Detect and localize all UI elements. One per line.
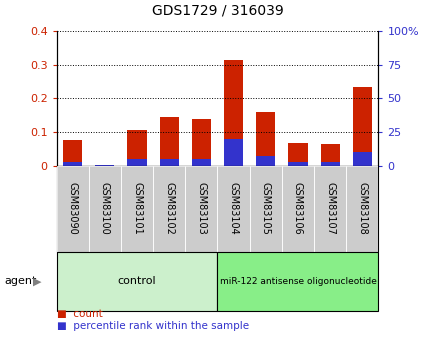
Text: miR-122 antisense oligonucleotide: miR-122 antisense oligonucleotide [219, 277, 375, 286]
Bar [95, 165, 114, 166]
FancyBboxPatch shape [345, 166, 378, 252]
FancyBboxPatch shape [89, 166, 121, 252]
Text: ■  percentile rank within the sample: ■ percentile rank within the sample [56, 321, 248, 331]
FancyBboxPatch shape [185, 166, 217, 252]
Bar [127, 159, 146, 166]
Text: GSM83100: GSM83100 [100, 183, 109, 235]
Text: GDS1729 / 316039: GDS1729 / 316039 [151, 3, 283, 17]
FancyBboxPatch shape [56, 166, 89, 252]
Text: ▶: ▶ [33, 276, 41, 286]
Text: GSM83104: GSM83104 [228, 183, 238, 235]
Text: control: control [118, 276, 156, 286]
Bar [159, 159, 178, 166]
Bar [191, 159, 210, 166]
Text: GSM83106: GSM83106 [293, 183, 302, 235]
FancyBboxPatch shape [217, 252, 378, 310]
Text: GSM83107: GSM83107 [325, 182, 334, 235]
Bar [320, 162, 339, 166]
Text: ■  count: ■ count [56, 309, 102, 319]
Bar [63, 140, 82, 166]
FancyBboxPatch shape [313, 166, 345, 252]
Text: GSM83101: GSM83101 [132, 183, 141, 235]
FancyBboxPatch shape [249, 166, 281, 252]
Text: GSM83105: GSM83105 [260, 182, 270, 235]
Bar [352, 152, 371, 166]
Bar [320, 145, 339, 166]
Bar [127, 130, 146, 166]
Bar [63, 162, 82, 166]
FancyBboxPatch shape [121, 166, 153, 252]
Bar [224, 139, 243, 166]
Bar [352, 87, 371, 166]
FancyBboxPatch shape [153, 166, 185, 252]
Text: GSM83102: GSM83102 [164, 182, 174, 235]
Text: GSM83090: GSM83090 [68, 183, 77, 235]
FancyBboxPatch shape [56, 252, 217, 310]
Text: GSM83108: GSM83108 [357, 183, 366, 235]
Bar [256, 156, 275, 166]
Bar [159, 118, 178, 166]
Bar [288, 162, 307, 166]
Bar [288, 143, 307, 166]
Bar [191, 119, 210, 166]
Bar [256, 112, 275, 166]
Bar [224, 60, 243, 166]
FancyBboxPatch shape [281, 166, 313, 252]
Text: agent: agent [4, 276, 36, 286]
FancyBboxPatch shape [217, 166, 249, 252]
Text: GSM83103: GSM83103 [196, 183, 206, 235]
